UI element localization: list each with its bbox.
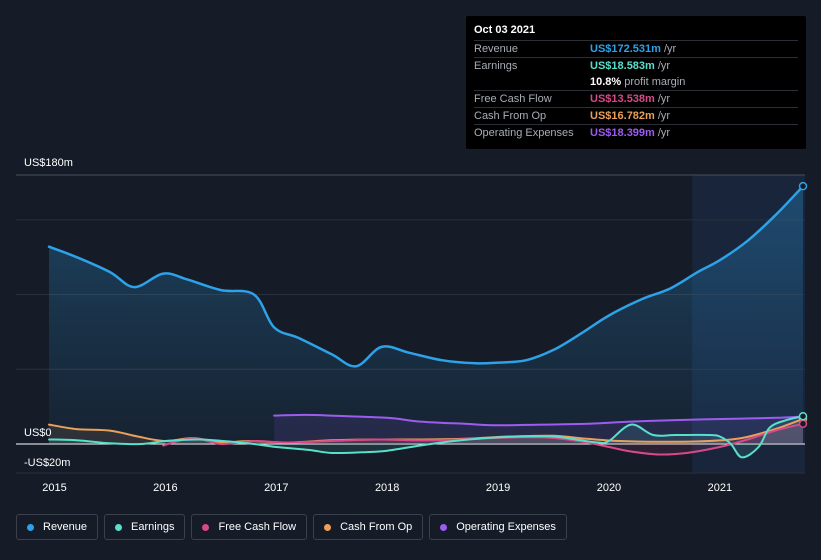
- series-end-markers: [798, 181, 808, 429]
- legend-label: Operating Expenses: [456, 521, 556, 533]
- tooltip-value: US$172.531m: [590, 43, 661, 55]
- legend-dot-icon: [27, 523, 34, 531]
- series-lines: [47, 184, 805, 459]
- series-end-marker-free-cash-flow: [798, 419, 808, 429]
- series-fills: [49, 186, 804, 458]
- x-tick-label-2015: 2015: [42, 482, 66, 494]
- legend-item-operating-expenses[interactable]: Operating Expenses: [429, 514, 567, 540]
- legend-item-cash-from-op[interactable]: Cash From Op: [313, 514, 424, 540]
- tooltip-unit: profit margin: [624, 76, 686, 88]
- tooltip-unit: /yr: [657, 60, 671, 72]
- legend-item-free-cash-flow[interactable]: Free Cash Flow: [191, 514, 308, 540]
- series-area-revenue: [49, 186, 803, 444]
- legend-dot-icon: [115, 523, 123, 531]
- tooltip-value: 10.8%: [590, 76, 622, 88]
- legend-label: Revenue: [43, 521, 88, 533]
- series-line-earnings: [48, 415, 804, 459]
- tooltip-value: US$18.399m: [590, 127, 655, 139]
- tooltip-value: US$16.782m: [590, 110, 655, 122]
- legend-dot-icon: [324, 523, 332, 531]
- legend-item-earnings[interactable]: Earnings: [104, 514, 186, 540]
- tooltip-row-profit-margin: 10.8% profit margin: [474, 74, 798, 90]
- legend-dot-icon: [202, 523, 210, 531]
- tooltip-row-free-cash-flow: Free Cash Flow US$13.538m /yr: [474, 90, 798, 107]
- y-axis-top-label: US$180m: [24, 157, 73, 169]
- tooltip-label: Cash From Op: [474, 110, 547, 122]
- x-tick-label-2021: 2021: [708, 482, 732, 494]
- legend-item-revenue[interactable]: Revenue: [16, 514, 99, 540]
- tooltip-unit: /yr: [657, 110, 671, 122]
- legend-label: Cash From Op: [340, 521, 413, 533]
- tooltip-label: Operating Expenses: [474, 127, 574, 139]
- tooltip-label: Revenue: [474, 43, 519, 55]
- x-tick-label-2016: 2016: [153, 482, 177, 494]
- x-axis-ticks: 2015 2016 2017 2018 2019 2020 2021: [42, 482, 732, 494]
- tooltip-unit: /yr: [657, 93, 671, 105]
- x-tick-label-2018: 2018: [375, 482, 399, 494]
- x-tick-label-2019: 2019: [486, 482, 510, 494]
- legend-label: Earnings: [131, 521, 175, 533]
- y-axis-zero-label: US$0: [24, 427, 52, 439]
- tooltip-value: US$18.583m: [590, 60, 655, 72]
- tooltip-label: Earnings: [474, 60, 518, 72]
- series-end-marker-earnings: [798, 411, 808, 421]
- series-line-operating-expenses: [273, 413, 804, 427]
- y-axis-bottom-label: -US$20m: [24, 457, 70, 469]
- tooltip-date: Oct 03 2021: [474, 24, 536, 36]
- tooltip-label: Free Cash Flow: [474, 93, 552, 105]
- tooltip-row-revenue: Revenue US$172.531m /yr: [474, 40, 798, 57]
- tooltip-value: US$13.538m: [590, 93, 655, 105]
- legend-label: Free Cash Flow: [218, 521, 297, 533]
- tooltip-row-operating-expenses: Operating Expenses US$18.399m /yr: [474, 124, 798, 141]
- tooltip-unit: /yr: [657, 127, 671, 139]
- x-tick-label-2020: 2020: [597, 482, 621, 494]
- tooltip-row-cash-from-op: Cash From Op US$16.782m /yr: [474, 107, 798, 124]
- legend: Revenue Earnings Free Cash Flow Cash Fro…: [16, 514, 567, 542]
- series-line-revenue: [47, 184, 805, 368]
- legend-dot-icon: [440, 523, 448, 531]
- series-end-marker-revenue: [798, 181, 808, 191]
- tooltip-unit: /yr: [663, 43, 677, 55]
- x-tick-label-2017: 2017: [264, 482, 288, 494]
- tooltip-row-earnings: Earnings US$18.583m /yr: [474, 57, 798, 74]
- tooltip: Oct 03 2021 Revenue US$172.531m /yr Earn…: [466, 16, 806, 149]
